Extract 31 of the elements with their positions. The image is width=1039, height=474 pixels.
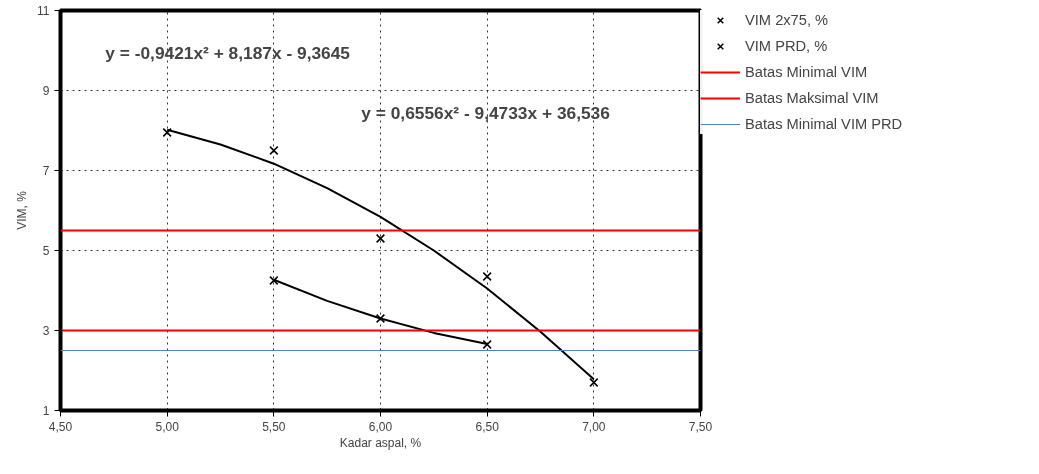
point	[162, 127, 172, 138]
point	[589, 377, 599, 388]
line-series	[272, 278, 489, 346]
y-tick-label: 11	[37, 4, 50, 18]
x-tick-label: 7,00	[582, 419, 606, 434]
legend-label: Batas Maksimal VIM	[745, 90, 879, 106]
x-axis-title: Kadar aspal, %	[339, 435, 422, 450]
legend-label: VIM 2x75, %	[745, 12, 829, 28]
legend-label: Batas Minimal VIM PRD	[745, 116, 903, 132]
y-tick-label: 9	[42, 84, 50, 98]
x-tick-label: 5,50	[262, 419, 286, 434]
y-tick-label: 3	[42, 324, 50, 338]
point	[375, 313, 386, 324]
x-tick-label: 5,00	[155, 419, 180, 434]
x-tick-label: 4,50	[48, 419, 73, 434]
x-tick-label: 6,00	[368, 419, 393, 434]
legend-label: Batas Minimal VIM	[745, 64, 868, 80]
y-tick-label: 7	[42, 164, 50, 178]
point	[375, 233, 386, 244]
point	[482, 339, 492, 350]
x-tick-label: 6,50	[475, 419, 500, 434]
point	[269, 145, 279, 156]
x-tick-label: 7,50	[688, 419, 713, 434]
y-tick-label: 5	[42, 244, 50, 258]
y-axis-title: VIM, %	[15, 190, 30, 230]
legend-label: VIM PRD, %	[745, 38, 828, 54]
annotation: y = 0,6556x² - 9,4733x + 36,536	[361, 102, 611, 123]
y-tick-label: 1	[42, 404, 50, 418]
point	[482, 271, 492, 282]
annotation: y = -0,9421x² + 8,187x - 9,3645	[105, 42, 351, 63]
point	[269, 275, 279, 286]
